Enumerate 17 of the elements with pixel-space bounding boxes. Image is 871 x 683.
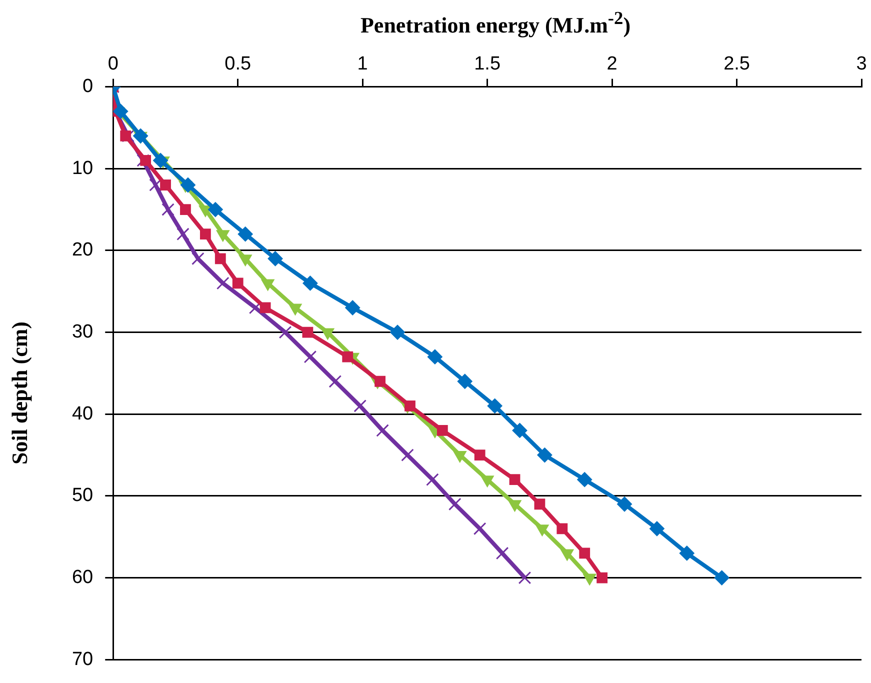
x-tick-label: 1 bbox=[357, 54, 368, 75]
x-tick-label: 3 bbox=[856, 54, 867, 75]
x-tick-label: 0 bbox=[108, 54, 118, 75]
y-axis-title: Soil depth (cm) bbox=[7, 320, 33, 466]
x-tick-label: 2 bbox=[606, 54, 618, 75]
y-tick-label: 40 bbox=[72, 403, 94, 424]
y-tick-label: 70 bbox=[72, 648, 94, 670]
y-tick-label: 20 bbox=[72, 240, 94, 261]
y-tick-label: 60 bbox=[72, 567, 94, 588]
x-axis-title: Penetration energy (MJ.m$^{-2}$) bbox=[359, 8, 632, 38]
y-tick-label: 30 bbox=[72, 322, 94, 343]
x-tick-label: 1.5 bbox=[474, 54, 501, 75]
x-tick-label: 2.5 bbox=[724, 54, 750, 75]
y-tick-label: 10 bbox=[72, 158, 94, 179]
y-tick-label: 50 bbox=[72, 485, 94, 506]
y-tick-label: 0 bbox=[82, 76, 94, 98]
x-tick-label: 0.5 bbox=[224, 54, 252, 75]
